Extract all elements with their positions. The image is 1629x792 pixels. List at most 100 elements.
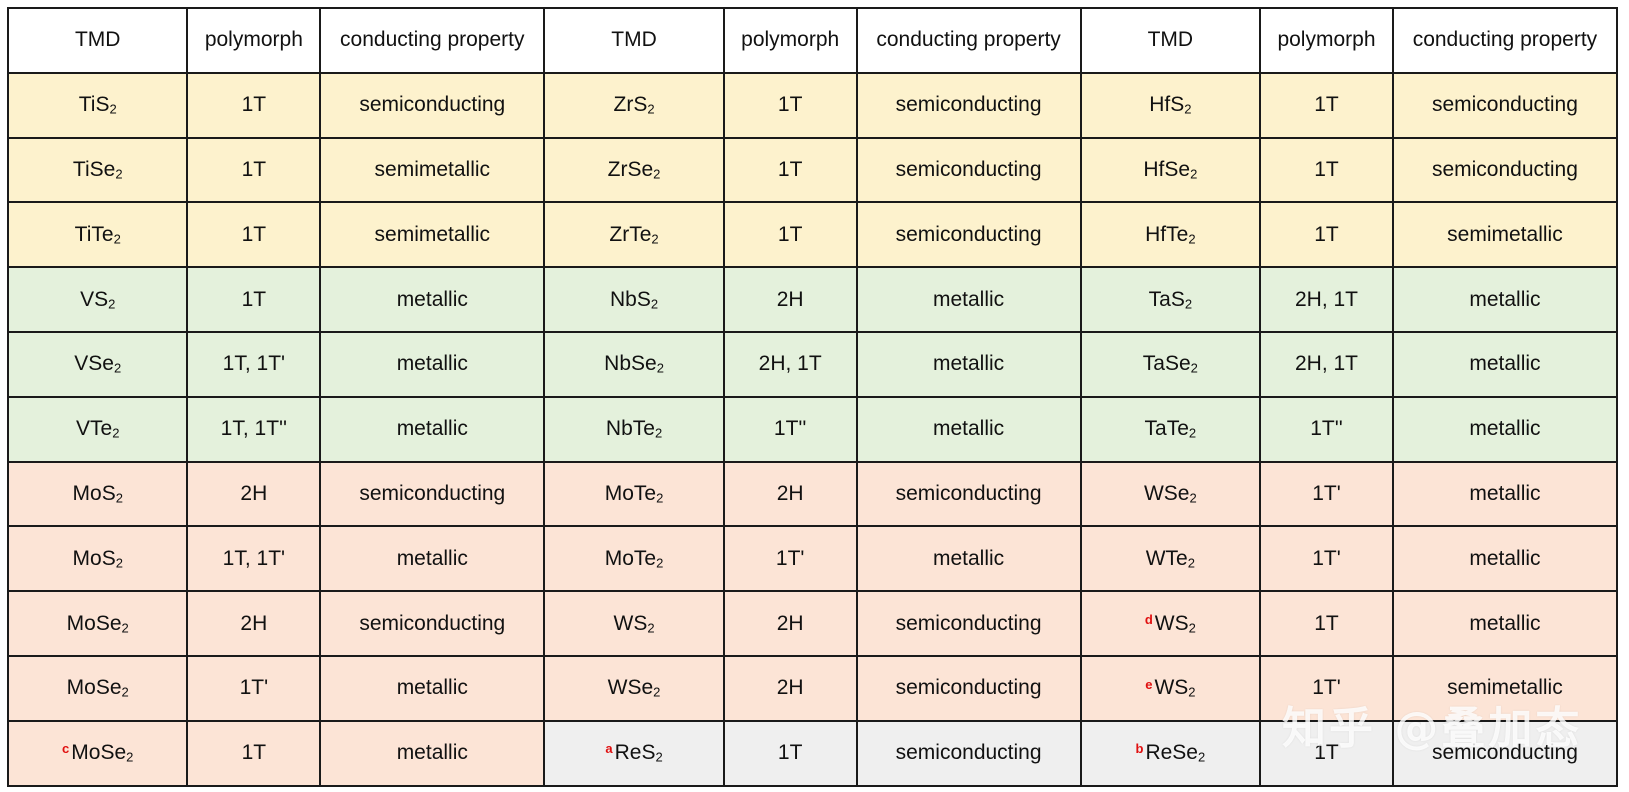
tmd-table: TMD polymorph conducting property TMD polymo… [6,7,1619,787]
cell-polymorph: 1T [1259,71,1394,139]
cell-tmd: dWS2 [1079,590,1262,657]
cell-polymorph: 1T [722,719,858,787]
cell-conducting-property: semiconducting [1391,71,1619,139]
formula-subscript: 2 [1188,231,1196,247]
cell-conducting-property: semiconducting [855,136,1082,204]
footnote-mark: e [1145,676,1153,692]
formula-base: WTe [1145,546,1188,570]
cell-tmd: TiS2 [6,71,189,139]
cell-polymorph: 1T' [722,525,858,593]
cell-polymorph: 1T [722,136,858,204]
cell-conducting-property: metallic [855,525,1082,593]
cell-conducting-property: semimetallic [319,136,546,204]
formula-subscript: 2 [113,231,121,247]
cell-conducting-property: metallic [1391,460,1619,528]
cell-conducting-property: semiconducting [855,460,1082,528]
cell-polymorph: 1T [186,719,322,787]
cell-conducting-property: semiconducting [319,71,546,139]
cell-polymorph: 1T'' [1259,395,1394,463]
cell-conducting-property: metallic [1391,266,1619,333]
cell-tmd: TaS2 [1079,266,1262,333]
cell-conducting-property: semimetallic [1391,201,1619,269]
formula-subscript: 2 [1184,296,1193,312]
cell-polymorph: 2H [722,590,858,657]
cell-conducting-property: metallic [1391,525,1619,593]
table-row: TiS2 1T semiconducting ZrS2 1T semiconducting… [6,71,1619,139]
cell-tmd: MoTe2 [543,460,725,528]
formula-base: ZrS [613,93,648,117]
cell-tmd: WSe2 [1079,460,1262,528]
cell-polymorph: 1T [722,71,858,139]
formula-base: WS [1154,676,1189,700]
formula-subscript: 2 [1190,360,1198,376]
cell-polymorph: 2H [186,590,322,657]
cell-polymorph: 1T' [186,654,322,722]
cell-conducting-property: metallic [855,330,1082,398]
header-cell-tmd: TMD [6,7,189,74]
formula-subscript: 2 [656,360,664,376]
cell-polymorph: 2H [186,460,322,528]
table-row: VSe2 1T, 1T' metallic NbSe2 2H, 1T metallic Ta… [6,330,1619,398]
cell-polymorph: 1T'' [722,395,858,463]
formula-subscript: 2 [1187,555,1195,571]
cell-conducting-property: semiconducting [1391,136,1619,204]
cell-tmd: TiTe2 [6,201,189,269]
cell-polymorph: 1T, 1T'' [186,395,322,463]
formula-subscript: 2 [653,166,661,182]
cell-tmd: VSe2 [6,330,189,398]
header-cell-tmd: TMD [1079,7,1262,74]
cell-conducting-property: metallic [319,654,546,722]
cell-polymorph: 1T' [1259,525,1394,593]
cell-conducting-property: metallic [855,395,1082,463]
cell-conducting-property: semiconducting [319,590,546,657]
formula-subscript: 2 [654,425,663,441]
cell-conducting-property: metallic [1391,330,1619,398]
formula-base: NbTe [605,417,655,441]
cell-polymorph: 1T [1259,136,1394,204]
cell-polymorph: 1T, 1T' [186,330,322,398]
cell-polymorph: 1T [186,201,322,269]
formula-base: WSe [607,676,654,700]
cell-tmd: NbS2 [543,266,725,333]
formula-base: HfS [1149,93,1185,117]
formula-base: ZrSe [607,157,654,181]
cell-polymorph: 2H [722,460,858,528]
cell-tmd: HfS2 [1079,71,1262,139]
formula-subscript: 2 [1197,749,1206,765]
cell-polymorph: 2H, 1T [722,330,858,398]
cell-conducting-property: metallic [319,719,546,787]
cell-tmd: TiSe2 [6,136,189,204]
table-row: cMoSe2 1T metallic aReS2 1T semiconducting bRe… [6,719,1619,787]
formula-base: TiTe [74,222,114,246]
cell-conducting-property: semiconducting [855,719,1082,787]
formula-subscript: 2 [108,296,116,312]
cell-tmd: cMoSe2 [6,719,189,787]
table-row: TiTe2 1T semimetallic ZrTe2 1T semiconducting… [6,201,1619,269]
formula-subscript: 2 [1184,101,1192,117]
cell-tmd: MoSe2 [6,654,189,722]
formula-base: HfTe [1145,222,1189,246]
formula-subscript: 2 [121,620,129,636]
formula-base: NbS [609,287,651,311]
cell-tmd: HfSe2 [1079,136,1262,204]
cell-conducting-property: semiconducting [1391,719,1619,787]
cell-conducting-property: semiconducting [319,460,546,528]
cell-tmd: TaTe2 [1079,395,1262,463]
cell-tmd: NbSe2 [543,330,725,398]
formula-base: MoTe [604,546,657,570]
cell-conducting-property: semiconducting [855,590,1082,657]
header-row: TMD polymorph conducting property TMD polymo… [6,7,1619,74]
cell-polymorph: 2H [722,654,858,722]
formula-subscript: 2 [655,749,663,765]
formula-base: TiS [78,93,110,117]
cell-tmd: WTe2 [1079,525,1262,593]
cell-tmd: ZrS2 [543,71,725,139]
cell-polymorph: 1T [1259,590,1394,657]
formula-base: WSe [1143,481,1190,505]
formula-base: ReSe [1145,741,1198,765]
formula-subscript: 2 [653,684,661,700]
footnote-mark: a [605,741,613,757]
formula-subscript: 2 [112,425,120,441]
cell-polymorph: 2H [722,266,858,333]
header-cell-polymorph: polymorph [186,7,322,74]
